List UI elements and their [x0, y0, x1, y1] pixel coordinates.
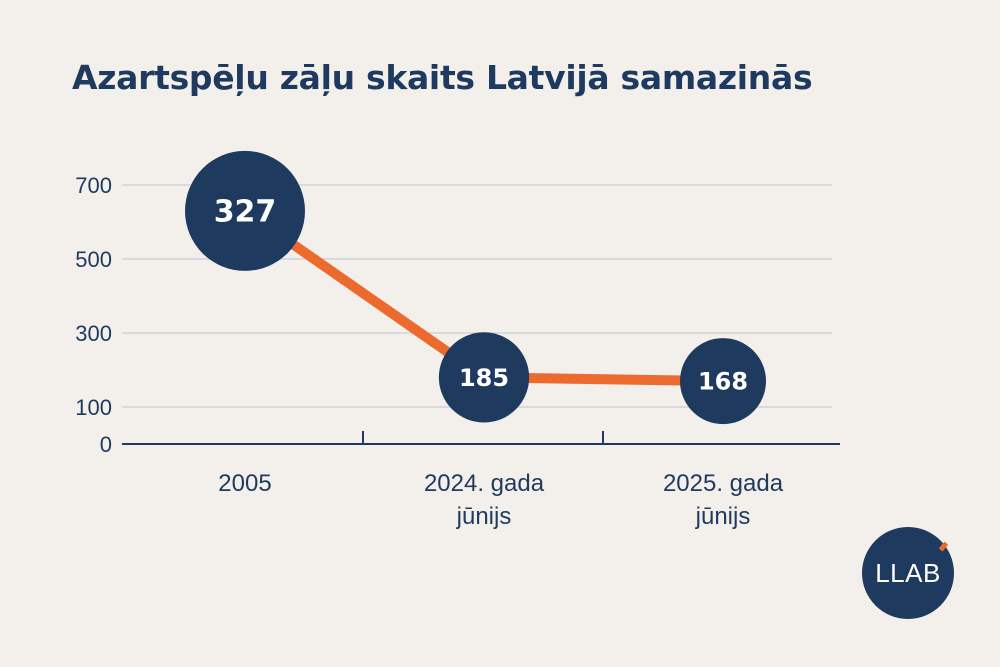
x-category-label-3: 2025. gada jūnijs: [663, 470, 784, 530]
logo-text: LLAB: [875, 557, 941, 588]
data-label-1: 327: [214, 195, 277, 230]
y-tick-label-300: 300: [75, 321, 112, 346]
y-tick-label-0: 0: [100, 432, 112, 457]
data-points: 327 185 168: [185, 150, 767, 425]
x-category-label-1: 2005: [218, 470, 271, 497]
x-axis-labels: 2005 2024. gada jūnijs 2025. gada jūnijs: [218, 470, 783, 530]
data-point-2: [438, 332, 530, 423]
y-tick-label-100: 100: [75, 395, 112, 420]
y-tick-label-500: 500: [75, 247, 112, 272]
data-label-3: 168: [698, 368, 748, 396]
y-axis-ticks: 700 500 300 100 0: [75, 173, 112, 457]
y-tick-label-700: 700: [75, 173, 112, 198]
data-point-1: [185, 150, 305, 271]
x-category-label-2: 2024. gada jūnijs: [424, 470, 545, 530]
data-point-3: [679, 338, 767, 425]
data-label-2: 185: [459, 364, 509, 392]
x-axis: [122, 431, 840, 445]
llab-logo: LLAB: [862, 527, 954, 619]
chart-title: Azartspēļu zāļu skaits Latvijā samazinās: [72, 58, 813, 97]
